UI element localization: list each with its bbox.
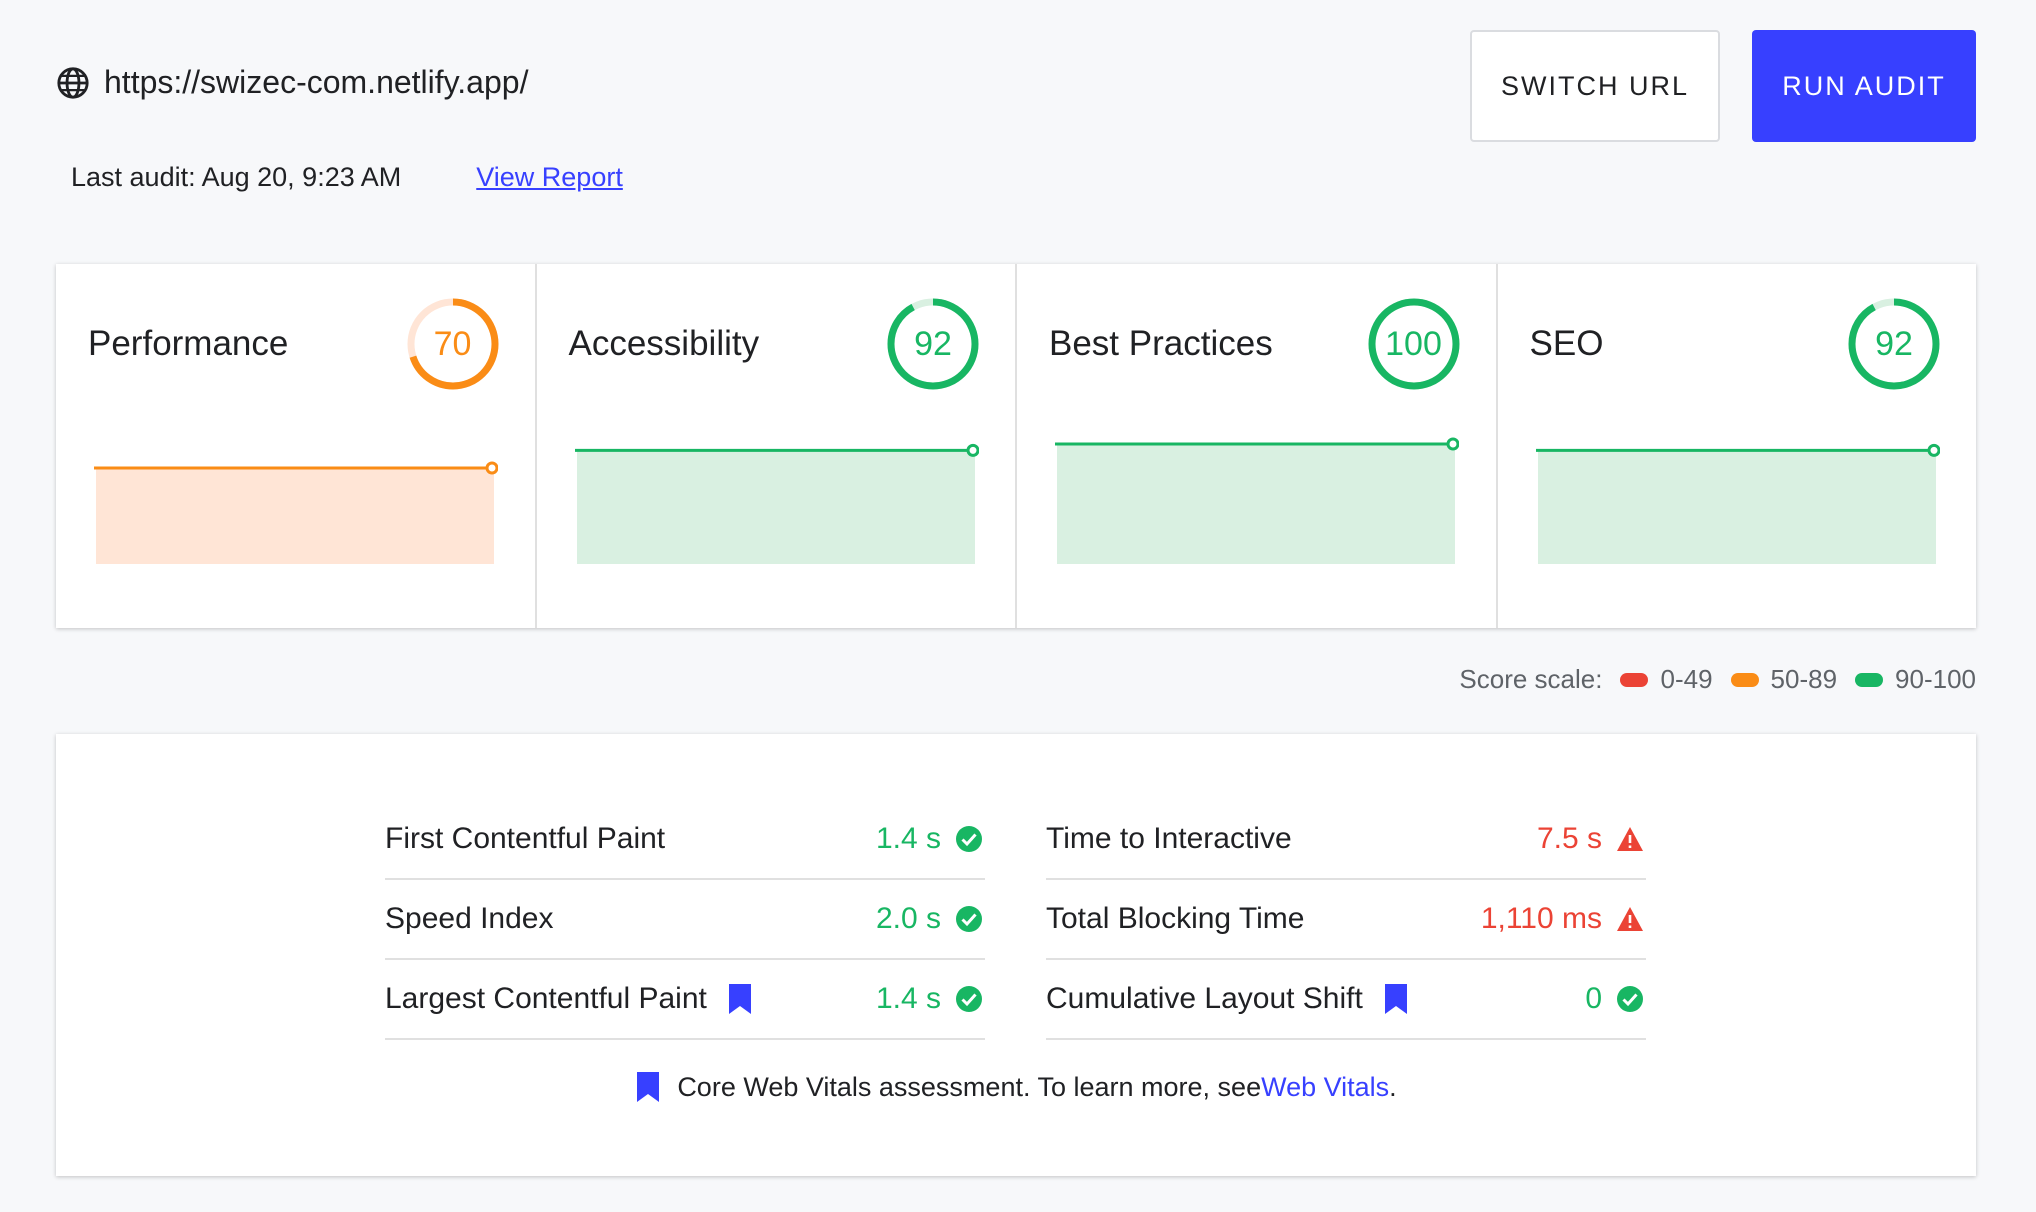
score-card-performance[interactable]: Performance 70 xyxy=(56,264,537,628)
warning-triangle-icon xyxy=(1617,827,1643,851)
metric-label: Largest Contentful Paint xyxy=(385,982,707,1015)
card-title: SEO xyxy=(1529,324,1604,363)
score-value: 92 xyxy=(1875,324,1913,363)
metric-label: First Contentful Paint xyxy=(385,822,666,855)
score-gauge xyxy=(407,298,498,390)
metric-label: Speed Index xyxy=(385,902,554,935)
score-card-seo[interactable]: SEO 92 xyxy=(1498,264,1977,628)
metric-row: Speed Index 2.0 s xyxy=(385,880,985,960)
scale-range-label: 0-49 xyxy=(1660,664,1713,694)
score-scale-label: Score scale: xyxy=(1459,664,1603,694)
score-value: 70 xyxy=(433,324,472,363)
metric-row: Cumulative Layout Shift 0 xyxy=(1046,960,1646,1040)
metric-row: Time to Interactive 7.5 s xyxy=(1046,800,1646,880)
scale-range-label: 90-100 xyxy=(1895,664,1976,694)
history-point[interactable] xyxy=(966,443,979,457)
note-text: Core Web Vitals assessment. To learn mor… xyxy=(677,1071,1262,1102)
view-report-link[interactable]: View Report xyxy=(476,162,623,192)
note-suffix: . xyxy=(1389,1071,1397,1102)
score-gauge xyxy=(887,298,979,390)
gauge-arc xyxy=(1368,298,1459,390)
history-point[interactable] xyxy=(485,461,498,475)
check-circle-icon xyxy=(956,826,982,852)
metric-value: 7.5 s xyxy=(1536,822,1602,855)
audit-meta: Last audit: Aug 20, 9:23 AM View Report xyxy=(71,162,623,193)
score-gauge xyxy=(1368,298,1459,390)
core-web-vitals-note: Core Web Vitals assessment. To learn mor… xyxy=(56,1070,1976,1104)
history-point[interactable] xyxy=(1927,443,1940,457)
gauge-arc xyxy=(887,298,979,390)
check-circle-icon xyxy=(1617,986,1643,1012)
bookmark-icon xyxy=(637,1072,660,1102)
history-point[interactable] xyxy=(1446,437,1459,451)
bookmark-icon xyxy=(728,984,751,1014)
gauge-arc xyxy=(1848,298,1940,390)
metrics-column-left: First Contentful Paint 1.4 s Speed Index 2.… xyxy=(385,800,985,1040)
history-area xyxy=(1057,444,1455,564)
score-card-best-practices[interactable]: Best Practices 100 xyxy=(1017,264,1498,628)
bookmark-icon xyxy=(1384,984,1407,1014)
score-gauge xyxy=(1848,298,1940,390)
score-history-chart xyxy=(94,461,498,564)
metric-name: Time to Interactive xyxy=(1046,822,1537,856)
score-value: 100 xyxy=(1385,324,1442,363)
score-card-accessibility[interactable]: Accessibility 92 xyxy=(537,264,1017,628)
metric-row: First Contentful Paint 1.4 s xyxy=(385,800,985,880)
card-title: Performance xyxy=(88,324,289,363)
switch-url-button[interactable]: SWITCH URL xyxy=(1470,30,1720,142)
warning-triangle-icon xyxy=(1617,907,1643,931)
scale-range-label: 50-89 xyxy=(1770,664,1838,694)
metric-value: 1.4 s xyxy=(875,822,941,855)
score-history-chart xyxy=(1535,443,1940,564)
check-circle-icon xyxy=(956,906,982,932)
metric-name: Total Blocking Time xyxy=(1046,902,1481,936)
globe-icon xyxy=(57,66,89,99)
gauge-arc xyxy=(407,298,498,390)
card-title: Best Practices xyxy=(1049,324,1273,363)
metric-value: 2.0 s xyxy=(875,902,941,935)
history-area xyxy=(96,468,494,564)
url-row: https://swizec-com.netlify.app/ xyxy=(56,64,528,101)
scale-pill-red xyxy=(1620,672,1649,687)
metric-value: 1,110 ms xyxy=(1480,902,1602,935)
run-audit-button[interactable]: RUN AUDIT xyxy=(1752,30,1976,142)
history-area xyxy=(576,450,975,564)
score-scale-legend: Score scale: 0-49 50-89 90-100 xyxy=(1459,664,1976,695)
metric-label: Time to Interactive xyxy=(1046,822,1292,855)
metric-row: Total Blocking Time 1,110 ms xyxy=(1046,880,1646,960)
metric-name: First Contentful Paint xyxy=(385,822,876,856)
metric-name: Cumulative Layout Shift xyxy=(1046,982,1585,1016)
metrics-column-right: Time to Interactive 7.5 s Total Blocking T… xyxy=(1046,800,1646,1040)
scale-pill-green xyxy=(1855,672,1884,687)
metric-value: 0 xyxy=(1585,982,1602,1015)
metric-label: Total Blocking Time xyxy=(1046,902,1305,935)
score-history-chart xyxy=(574,443,979,564)
metric-row: Largest Contentful Paint 1.4 s xyxy=(385,960,985,1040)
metrics-panel: First Contentful Paint 1.4 s Speed Index 2.… xyxy=(56,734,1976,1176)
check-circle-icon xyxy=(956,986,982,1012)
metric-value: 1.4 s xyxy=(875,982,941,1015)
score-value: 92 xyxy=(914,324,952,363)
metric-name: Largest Contentful Paint xyxy=(385,982,876,1016)
score-history-chart xyxy=(1055,437,1459,564)
last-audit-time: Last audit: Aug 20, 9:23 AM xyxy=(71,162,402,192)
metric-name: Speed Index xyxy=(385,902,876,936)
metric-label: Cumulative Layout Shift xyxy=(1046,982,1363,1015)
card-title: Accessibility xyxy=(568,324,760,363)
scale-pill-orange xyxy=(1730,672,1759,687)
score-cards: Performance 70 Accessibility 92 Best Pra… xyxy=(56,264,1976,628)
web-vitals-link[interactable]: Web Vitals xyxy=(1261,1071,1390,1102)
history-area xyxy=(1537,450,1936,564)
audited-url: https://swizec-com.netlify.app/ xyxy=(104,64,529,100)
